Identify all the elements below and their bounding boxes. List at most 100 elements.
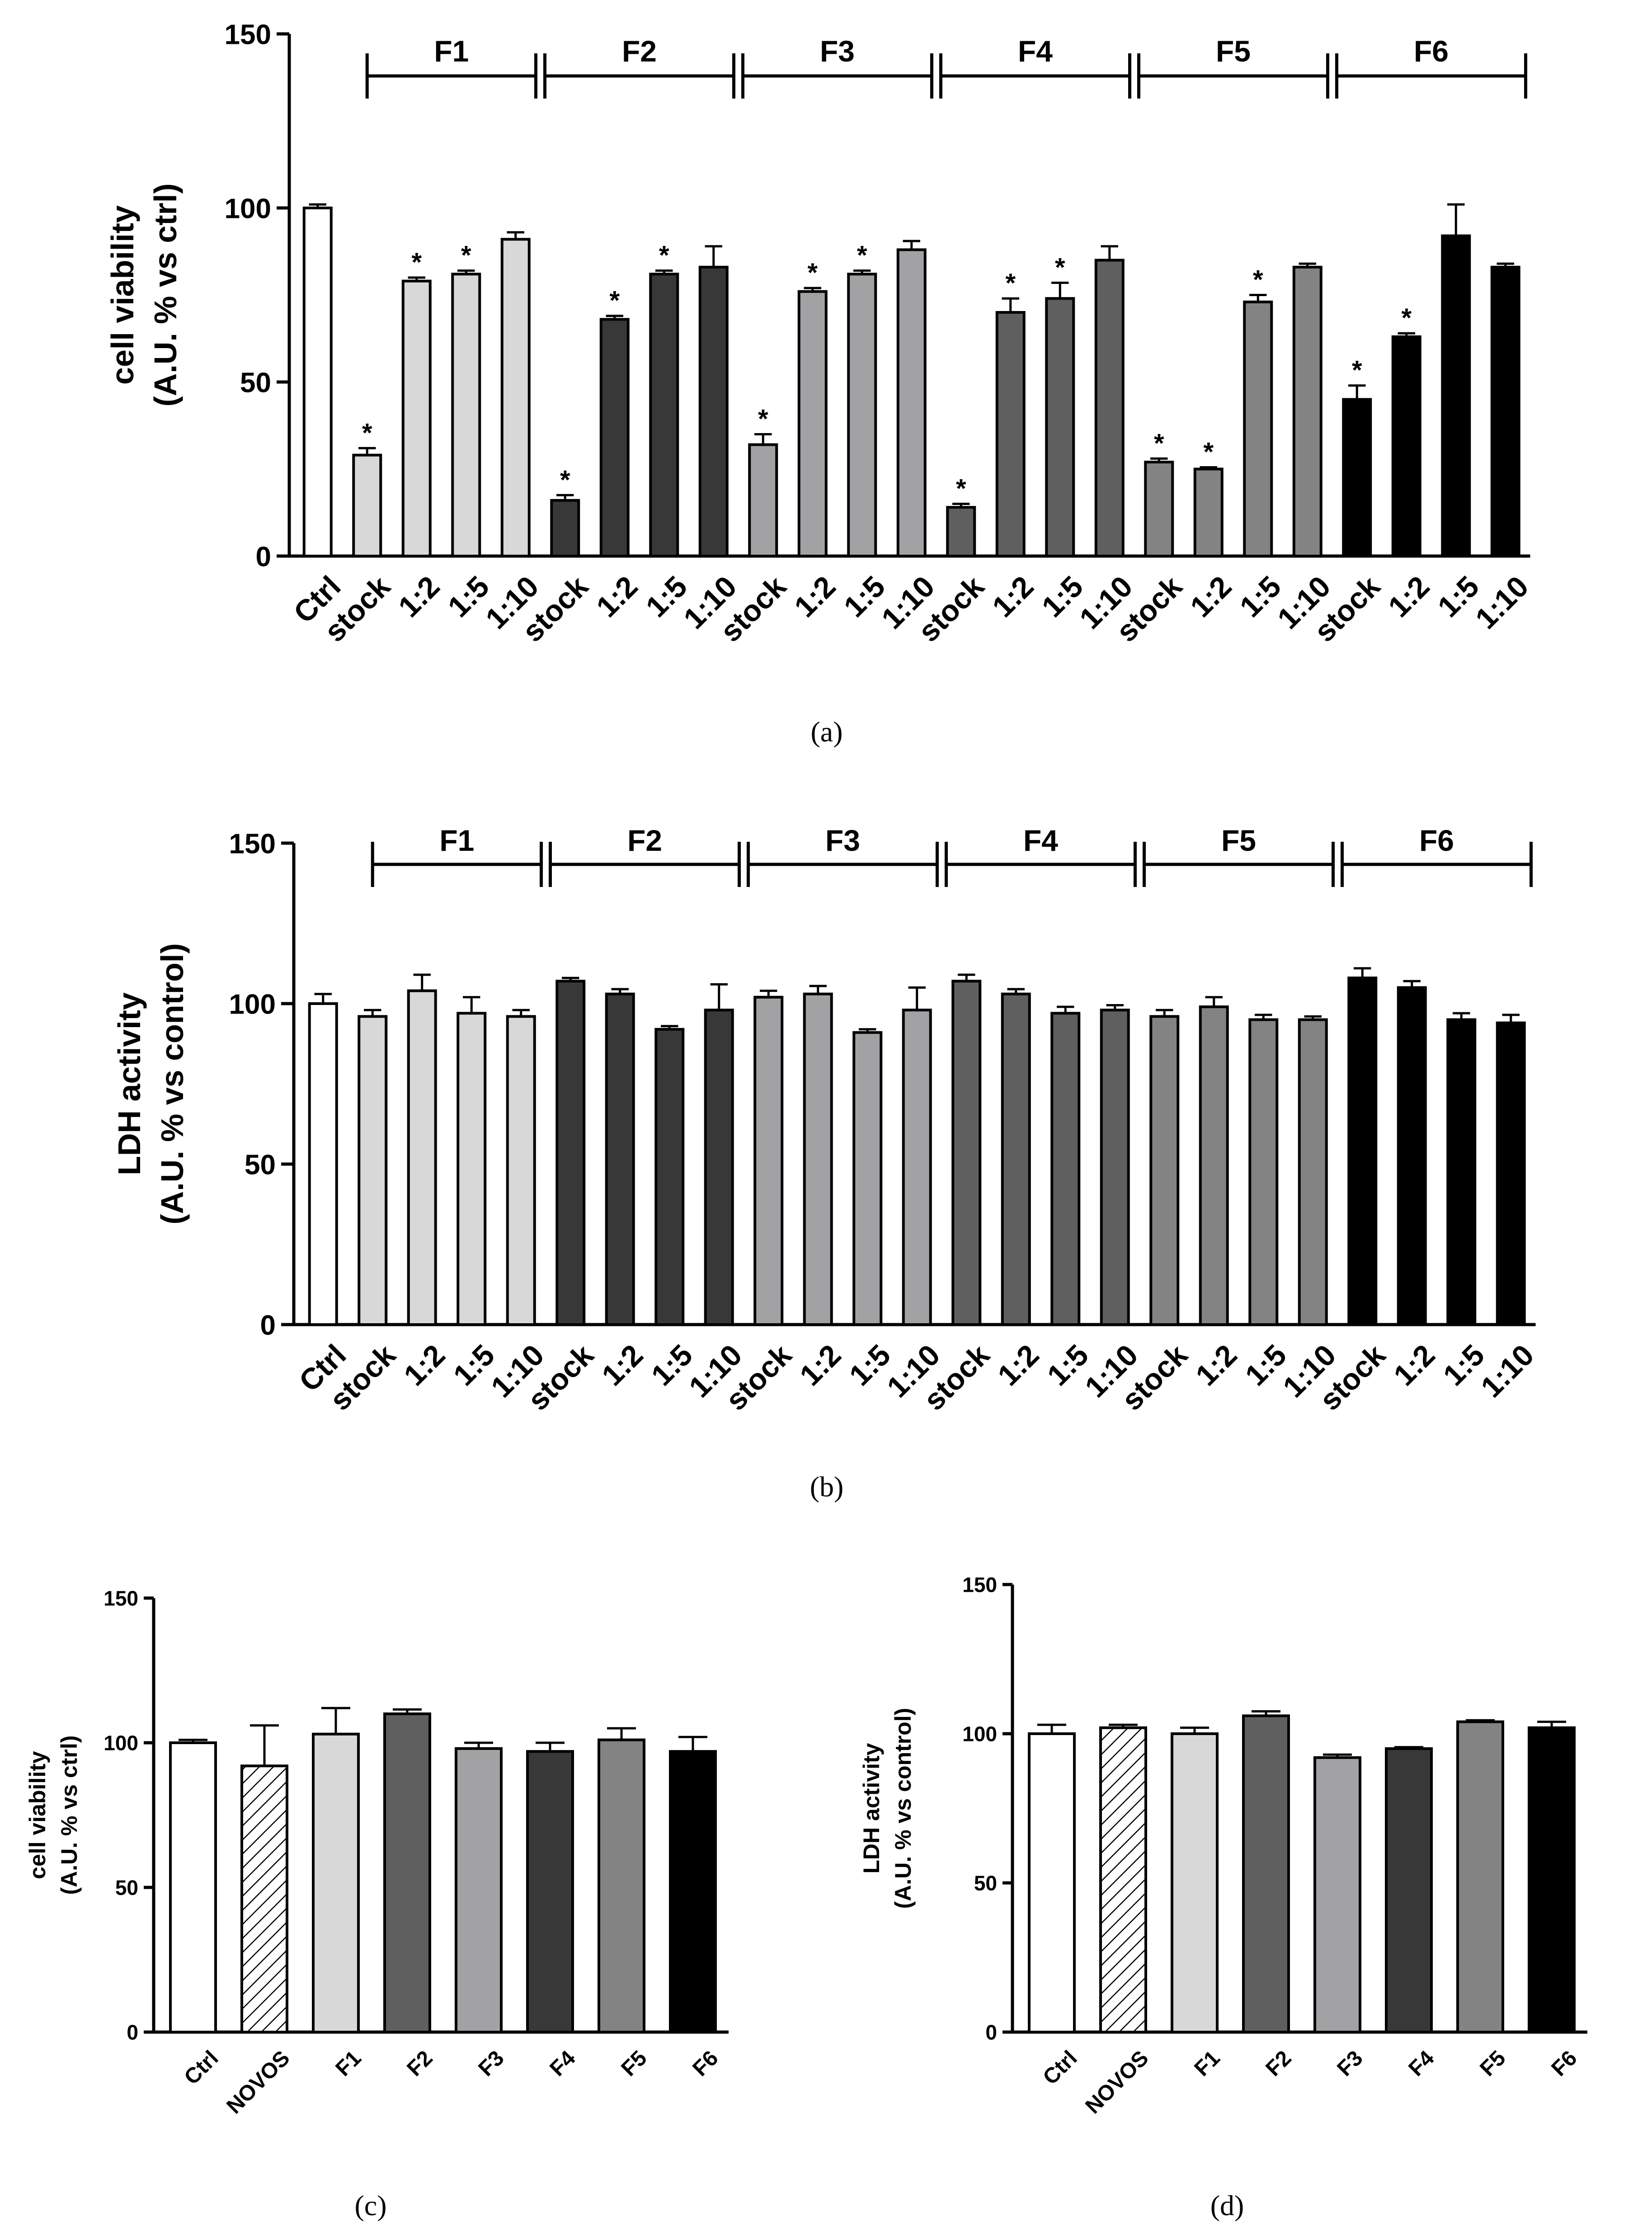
group-label: F3 — [820, 34, 855, 68]
bar — [852, 1031, 883, 1326]
bar — [896, 248, 927, 557]
bar — [598, 1738, 645, 2034]
chart-panel-c: 0 50 100 150 cell viability (A.U. % vs ctrl) C… — [25, 1587, 729, 2222]
bar — [1171, 1732, 1219, 2033]
group-label: F4 — [1023, 824, 1058, 857]
x-tick-label: F4 — [545, 2046, 580, 2081]
panel-caption: (b) — [810, 1471, 844, 1503]
significance-marker: * — [758, 405, 768, 434]
y-axis-title-line1: LDH activity — [859, 1743, 884, 1873]
bar — [1446, 1018, 1477, 1326]
y-tick-label: 150 — [225, 19, 271, 50]
bar — [1347, 976, 1378, 1326]
significance-marker: * — [560, 465, 570, 495]
x-tick-label: 1:2 — [1387, 1338, 1441, 1392]
bar — [506, 1015, 536, 1326]
y-axis-title-line2: (A.U. % vs ctrl) — [56, 1736, 82, 1895]
bar — [797, 290, 828, 557]
bar — [1001, 992, 1031, 1326]
x-tick-label: F5 — [617, 2046, 651, 2081]
panel-caption: (c) — [354, 2189, 386, 2222]
bar — [951, 980, 982, 1326]
x-tick-label: 1:2 — [590, 570, 644, 624]
y-tick-label: 50 — [115, 1876, 138, 1900]
y-tick-label: 50 — [974, 1872, 997, 1895]
significance-marker: * — [1005, 269, 1016, 298]
x-tick-label: 1:2 — [392, 570, 446, 624]
x-tick-label: F4 — [1404, 2046, 1439, 2081]
y-axis-title-line2: (A.U. % vs control) — [890, 1708, 916, 1909]
bar — [803, 992, 833, 1326]
group-label: F5 — [1216, 34, 1251, 68]
bar — [698, 265, 729, 557]
group-label: F6 — [1419, 824, 1454, 857]
bar — [1528, 1726, 1576, 2034]
bar — [555, 980, 586, 1326]
x-tick-label: Ctrl — [180, 2046, 223, 2089]
x-tick-label: F2 — [1261, 2046, 1296, 2081]
x-tick-label: 1:2 — [397, 1338, 452, 1392]
bar — [1342, 398, 1372, 557]
bar — [1313, 1756, 1361, 2034]
bar — [1100, 1009, 1130, 1326]
x-tick-label: F5 — [1475, 2046, 1510, 2081]
y-tick-label: 50 — [240, 367, 271, 398]
significance-marker: * — [1154, 429, 1164, 458]
x-tick-label: 1:2 — [991, 1338, 1045, 1392]
group-label: F2 — [627, 824, 662, 857]
bar — [1242, 1714, 1290, 2033]
y-tick-label: 150 — [962, 1573, 997, 1597]
bar — [1385, 1747, 1433, 2033]
bar — [1094, 259, 1125, 557]
y-axis-title-line1: LDH activity — [112, 992, 147, 1175]
bar — [457, 1012, 487, 1326]
bar — [451, 273, 481, 557]
significance-marker: * — [1352, 356, 1362, 385]
significance-marker: * — [659, 241, 669, 270]
bar — [704, 1009, 734, 1326]
significance-marker: * — [362, 418, 372, 448]
significance-marker: * — [609, 286, 620, 316]
bar — [605, 992, 635, 1326]
group-label: F1 — [439, 824, 474, 857]
bar — [1199, 1005, 1229, 1326]
bar — [654, 1028, 685, 1326]
x-tick-label: Ctrl — [1039, 2046, 1082, 2089]
bar — [748, 443, 778, 557]
bar — [308, 1002, 338, 1326]
x-tick-label: F6 — [1547, 2046, 1581, 2081]
significance-marker: * — [411, 248, 422, 277]
significance-marker: * — [461, 241, 471, 270]
bar — [358, 1015, 388, 1326]
bar — [946, 506, 976, 557]
bar — [312, 1732, 360, 2034]
y-tick-label: 100 — [104, 1731, 138, 1755]
x-tick-label: F1 — [1190, 2046, 1224, 2081]
y-tick-label: 0 — [985, 2021, 997, 2044]
bar — [1292, 265, 1323, 557]
chart-panel-d: 0 50 100 150 LDH activity (A.U. % vs control)… — [859, 1573, 1587, 2222]
bar — [383, 1712, 431, 2033]
y-tick-label: 100 — [225, 193, 271, 224]
x-tick-label: F6 — [688, 2046, 723, 2081]
group-label: F6 — [1414, 34, 1449, 68]
significance-marker: * — [1203, 438, 1214, 467]
bar — [1050, 1012, 1081, 1326]
y-tick-label: 50 — [245, 1149, 276, 1180]
x-tick-label: F2 — [402, 2046, 437, 2081]
significance-marker: * — [1253, 265, 1263, 295]
x-tick-label: 1:2 — [986, 570, 1040, 624]
y-tick-label: 100 — [229, 989, 276, 1020]
x-tick-label: 1:2 — [1189, 1338, 1243, 1392]
bar — [1099, 1726, 1147, 2034]
y-tick-label: 100 — [962, 1722, 997, 1746]
bar — [169, 1741, 217, 2033]
bar — [240, 1764, 288, 2033]
x-tick-label: F1 — [331, 2046, 366, 2081]
x-tick-label: 1:2 — [595, 1338, 650, 1392]
bar — [995, 311, 1026, 557]
bar — [1441, 234, 1471, 557]
panel-caption: (d) — [1210, 2189, 1244, 2222]
bar — [1028, 1732, 1076, 2033]
